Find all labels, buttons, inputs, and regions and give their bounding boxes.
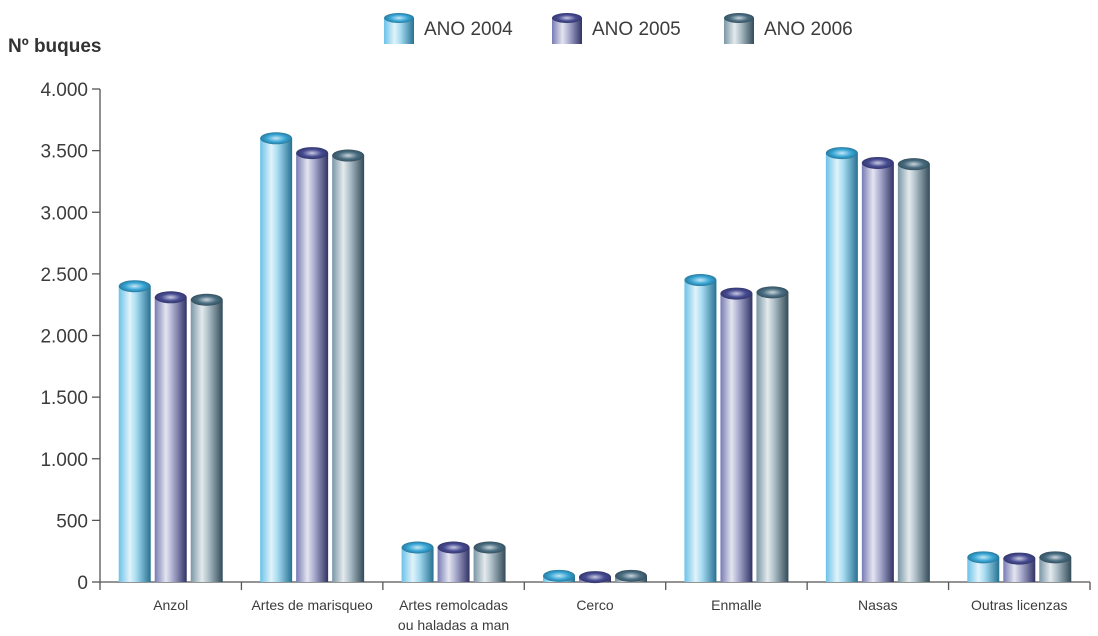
legend-swatch (552, 13, 582, 44)
bar (543, 569, 575, 582)
x-category-label: ou haladas a man (398, 617, 509, 633)
bar (154, 291, 187, 582)
legend-item: ANO 2006 (724, 13, 853, 44)
bar (473, 541, 506, 582)
y-tick-label: 2.000 (40, 327, 88, 348)
bar (756, 286, 789, 582)
bar (825, 147, 858, 582)
category-labels: Anzol Artes de marisqueo Artes remolcadas o… (153, 597, 1067, 633)
bar (1003, 552, 1036, 582)
y-tick-label: 0 (77, 573, 88, 594)
bar (332, 149, 365, 582)
bar (1039, 551, 1072, 582)
legend: ANO 2004 ANO 2005 ANO 2006 (384, 13, 853, 44)
y-tick-label: 500 (56, 511, 88, 532)
x-category-label: Cerco (576, 597, 614, 613)
y-tick-label: 1.500 (40, 388, 88, 409)
bar (579, 571, 611, 584)
y-tick-label: 1.000 (40, 450, 88, 471)
legend-label: ANO 2006 (764, 19, 853, 40)
x-category-label: Nasas (858, 597, 898, 613)
bar (190, 293, 223, 582)
x-category-label: Enmalle (711, 597, 762, 613)
x-category-label: Artes de marisqueo (251, 597, 373, 613)
bars (118, 132, 1072, 584)
bar (401, 541, 434, 582)
bar (720, 287, 753, 582)
y-tick-label: 3.500 (40, 142, 88, 163)
bar (684, 274, 717, 582)
x-category-label: Artes remolcadas (399, 597, 508, 613)
legend-swatch (724, 13, 754, 44)
legend-label: ANO 2004 (424, 19, 513, 40)
y-tick-label: 2.500 (40, 265, 88, 286)
bar (897, 158, 930, 582)
bar (260, 132, 293, 583)
y-tick-label: 3.000 (40, 203, 88, 224)
legend-swatch (384, 13, 414, 44)
y-axis-title: Nº buques (8, 36, 102, 57)
x-category-label: Outras licenzas (971, 597, 1067, 613)
bar (437, 541, 470, 582)
bar (296, 147, 329, 582)
bar (118, 280, 151, 582)
bar (615, 569, 647, 582)
x-category-label: Anzol (153, 597, 188, 613)
legend-item: ANO 2005 (552, 13, 681, 44)
bar (967, 551, 1000, 582)
legend-item: ANO 2004 (384, 13, 513, 44)
legend-label: ANO 2005 (592, 19, 681, 40)
y-tick-label: 4.000 (40, 80, 88, 101)
bar (861, 156, 894, 582)
